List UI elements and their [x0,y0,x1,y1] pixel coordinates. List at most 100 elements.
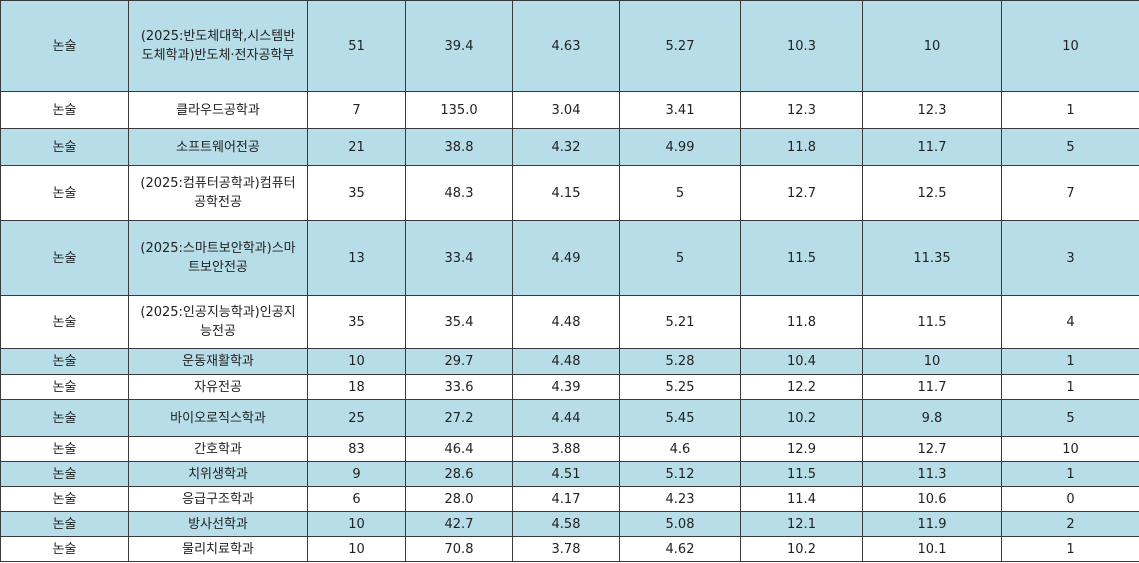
table-cell: 11.35 [862,220,1002,296]
table-cell: 11.3 [862,461,1002,487]
table-row: 논술 방사선학과 10 42.7 4.58 5.08 12.1 11.9 2 [0,511,1139,537]
table-cell: 4.44 [512,399,620,437]
table-cell: 5.45 [619,399,741,437]
table-cell: 3 [1001,220,1139,296]
table-cell: 1 [1001,348,1139,375]
table-cell: 5.25 [619,374,741,400]
table-cell: 5 [619,165,741,221]
table-cell: 간호학과 [128,436,308,462]
table-cell: 51 [307,0,406,92]
table-row: 논술 (2025:반도체대학,시스템반도체학과)반도체·전자공학부 51 39.4 4.… [0,0,1139,92]
table-cell: 4.49 [512,220,620,296]
table-cell: 7 [307,91,406,129]
table-cell: 논술 [0,0,129,92]
table-cell: 논술 [0,348,129,375]
table-cell: 논술 [0,374,129,400]
table-cell: 5 [1001,128,1139,166]
table-cell: 5 [619,220,741,296]
table-row: 논술 응급구조학과 6 28.0 4.17 4.23 11.4 10.6 0 [0,486,1139,512]
table-cell: 10.1 [862,536,1002,562]
table-cell: 135.0 [405,91,513,129]
table-cell: 83 [307,436,406,462]
table-cell: 11.4 [740,486,863,512]
table-cell: 9.8 [862,399,1002,437]
table-cell: 10 [862,348,1002,375]
table-row: 논술 자유전공 18 33.6 4.39 5.25 12.2 11.7 1 [0,374,1139,400]
table-cell: (2025:컴퓨터공학과)컴퓨터공학전공 [128,165,308,221]
table-cell: 4.62 [619,536,741,562]
table-cell: 1 [1001,91,1139,129]
table-row: 논술 치위생학과 9 28.6 4.51 5.12 11.5 11.3 1 [0,461,1139,487]
table-cell: 42.7 [405,511,513,537]
table-cell: 바이오로직스학과 [128,399,308,437]
table-cell: 4 [1001,295,1139,349]
table-cell: 1 [1001,536,1139,562]
table-cell: 5.08 [619,511,741,537]
table-cell: 3.04 [512,91,620,129]
table-cell: 논술 [0,436,129,462]
table-cell: (2025:반도체대학,시스템반도체학과)반도체·전자공학부 [128,0,308,92]
table-cell: 3.88 [512,436,620,462]
table-cell: 10 [1001,436,1139,462]
table-cell: 논술 [0,461,129,487]
table-cell: 12.9 [740,436,863,462]
table-cell: 10 [307,536,406,562]
table-cell: 28.6 [405,461,513,487]
table-cell: 28.0 [405,486,513,512]
table-cell: 10 [1001,0,1139,92]
table-cell: 논술 [0,91,129,129]
table-cell: 12.7 [862,436,1002,462]
table-cell: 소프트웨어전공 [128,128,308,166]
table-cell: 4.48 [512,295,620,349]
table-cell: 10.6 [862,486,1002,512]
table-cell: 논술 [0,511,129,537]
table-cell: 46.4 [405,436,513,462]
table-cell: 논술 [0,399,129,437]
table-cell: 방사선학과 [128,511,308,537]
table-cell: 4.99 [619,128,741,166]
table-cell: 운동재활학과 [128,348,308,375]
table-cell: 4.17 [512,486,620,512]
table-cell: 33.6 [405,374,513,400]
table-cell: 10 [307,348,406,375]
table-cell: 12.7 [740,165,863,221]
table-cell: 11.5 [740,220,863,296]
table-cell: 5.27 [619,0,741,92]
table-cell: 5.21 [619,295,741,349]
table-cell: (2025:인공지능학과)인공지능전공 [128,295,308,349]
table-cell: 7 [1001,165,1139,221]
table-row: 논술 물리치료학과 10 70.8 3.78 4.62 10.2 10.1 1 [0,536,1139,562]
table-cell: 1 [1001,374,1139,400]
table-cell: 48.3 [405,165,513,221]
table-cell: 11.9 [862,511,1002,537]
table-cell: 10.3 [740,0,863,92]
table-cell: 12.1 [740,511,863,537]
table-cell: 4.48 [512,348,620,375]
table-cell: 27.2 [405,399,513,437]
table-cell: 10.4 [740,348,863,375]
table-cell: 12.2 [740,374,863,400]
table-cell: (2025:스마트보안학과)스마트보안전공 [128,220,308,296]
table-cell: 자유전공 [128,374,308,400]
table-cell: 논술 [0,165,129,221]
table-cell: 논술 [0,486,129,512]
table-cell: 논술 [0,128,129,166]
table-cell: 3.41 [619,91,741,129]
table-cell: 11.5 [862,295,1002,349]
table-cell: 35.4 [405,295,513,349]
table-cell: 33.4 [405,220,513,296]
table-cell: 4.58 [512,511,620,537]
table-cell: 11.8 [740,128,863,166]
table-cell: 치위생학과 [128,461,308,487]
table-cell: 4.6 [619,436,741,462]
table-cell: 13 [307,220,406,296]
table-cell: 10 [862,0,1002,92]
table-row: 논술 바이오로직스학과 25 27.2 4.44 5.45 10.2 9.8 5 [0,399,1139,437]
table-cell: 4.63 [512,0,620,92]
table-cell: 4.51 [512,461,620,487]
table-cell: 70.8 [405,536,513,562]
table-cell: 4.23 [619,486,741,512]
table-cell: 21 [307,128,406,166]
